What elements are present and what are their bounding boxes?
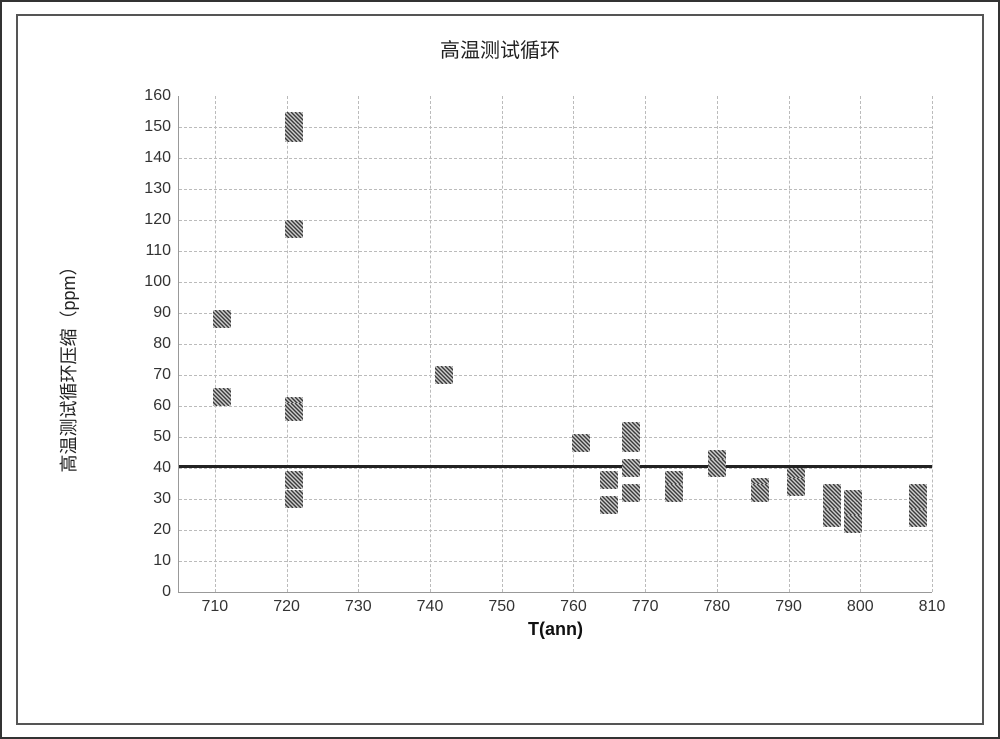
data-point (213, 310, 231, 328)
grid-v (573, 96, 574, 592)
x-tick-label: 770 (632, 598, 659, 616)
grid-h (179, 561, 932, 562)
grid-h (179, 468, 932, 469)
y-tick-label: 160 (144, 87, 171, 105)
x-tick-label: 750 (488, 598, 515, 616)
x-tick-label: 780 (703, 598, 730, 616)
chart-title: 高温测试循环 (18, 34, 982, 63)
grid-v (502, 96, 503, 592)
data-point (751, 484, 769, 502)
data-point (622, 434, 640, 452)
y-tick-label: 110 (145, 242, 171, 260)
data-point (285, 490, 303, 508)
data-point (909, 509, 927, 527)
x-tick-label: 810 (919, 598, 946, 616)
x-tick-label: 720 (273, 598, 300, 616)
reference-line (179, 465, 932, 468)
x-tick-label: 710 (201, 598, 228, 616)
data-point (600, 496, 618, 514)
grid-h (179, 282, 932, 283)
y-tick-label: 10 (153, 552, 171, 570)
data-point (285, 124, 303, 142)
x-tick-label: 760 (560, 598, 587, 616)
data-point (708, 459, 726, 477)
data-point (285, 471, 303, 489)
y-tick-label: 0 (162, 583, 171, 601)
inner-frame: 高温测试循环 高温测试循环压缩（ppm） T(ann) 010203040506… (16, 14, 984, 725)
data-point (600, 471, 618, 489)
grid-v (287, 96, 288, 592)
grid-h (179, 313, 932, 314)
grid-v (430, 96, 431, 592)
data-point (622, 484, 640, 502)
y-tick-label: 30 (153, 490, 171, 508)
x-axis-label: T(ann) (528, 619, 583, 640)
data-point (622, 459, 640, 477)
data-point (844, 515, 862, 533)
x-tick-label: 740 (417, 598, 444, 616)
grid-h (179, 189, 932, 190)
x-tick-label: 790 (775, 598, 802, 616)
y-tick-label: 40 (153, 459, 171, 477)
grid-v (932, 96, 933, 592)
y-tick-label: 100 (144, 273, 171, 291)
y-tick-label: 90 (153, 304, 171, 322)
plot-area: T(ann) 010203040506070809010011012013014… (178, 96, 932, 593)
y-tick-label: 80 (153, 335, 171, 353)
data-point (285, 220, 303, 238)
data-point (787, 478, 805, 496)
y-axis-label: 高温测试循环压缩（ppm） (55, 257, 81, 472)
grid-h (179, 530, 932, 531)
grid-v (645, 96, 646, 592)
grid-h (179, 158, 932, 159)
y-tick-label: 150 (144, 118, 171, 136)
x-tick-label: 800 (847, 598, 874, 616)
data-point (823, 509, 841, 527)
y-tick-label: 130 (144, 180, 171, 198)
y-tick-label: 120 (144, 211, 171, 229)
grid-v (358, 96, 359, 592)
y-tick-label: 60 (153, 397, 171, 415)
outer-frame: 高温测试循环 高温测试循环压缩（ppm） T(ann) 010203040506… (0, 0, 1000, 739)
grid-h (179, 251, 932, 252)
data-point (285, 403, 303, 421)
grid-h (179, 344, 932, 345)
y-tick-label: 140 (144, 149, 171, 167)
data-point (665, 484, 683, 502)
data-point (572, 434, 590, 452)
data-point (213, 388, 231, 406)
plot-wrap: 高温测试循环压缩（ppm） T(ann) 0102030405060708090… (108, 86, 952, 643)
grid-h (179, 375, 932, 376)
y-tick-label: 20 (153, 521, 171, 539)
grid-v (789, 96, 790, 592)
grid-v (717, 96, 718, 592)
y-tick-label: 50 (153, 428, 171, 446)
y-tick-label: 70 (153, 366, 171, 384)
grid-h (179, 437, 932, 438)
x-tick-label: 730 (345, 598, 372, 616)
grid-v (215, 96, 216, 592)
data-point (435, 366, 453, 384)
